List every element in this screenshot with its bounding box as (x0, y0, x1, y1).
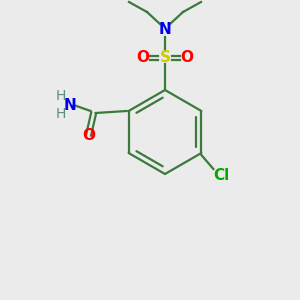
Text: N: N (159, 22, 171, 38)
Text: O: O (181, 50, 194, 65)
Text: N: N (63, 98, 76, 112)
Text: S: S (160, 50, 170, 65)
Text: O: O (82, 128, 95, 142)
Text: H: H (56, 107, 66, 121)
Text: Cl: Cl (213, 167, 230, 182)
Text: H: H (56, 89, 66, 103)
Text: O: O (136, 50, 149, 65)
